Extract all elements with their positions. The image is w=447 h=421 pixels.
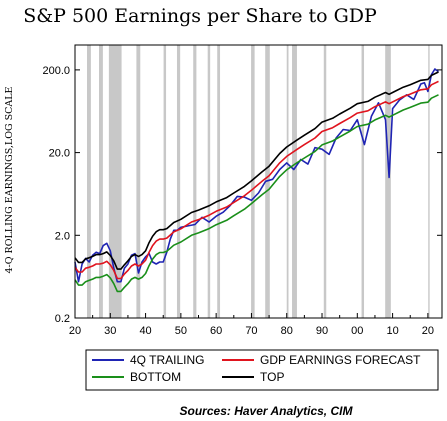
recession-band — [217, 45, 221, 318]
series-line-top — [74, 71, 439, 270]
recession-band — [176, 45, 181, 318]
x-tick-label: 10 — [386, 325, 398, 337]
x-tick-label: 50 — [175, 325, 187, 337]
x-tick-label: 90 — [316, 325, 328, 337]
recession-band — [108, 45, 122, 318]
legend-label-gdp-earnings-forecast: GDP EARNINGS FORECAST — [260, 353, 421, 367]
x-tick-label: 60 — [210, 325, 222, 337]
x-tick-label: 00 — [351, 325, 363, 337]
recession-band — [86, 45, 91, 318]
y-axis: 0.2 2.0 20.0 200.0 — [42, 65, 442, 325]
x-tick-label: 70 — [245, 325, 257, 337]
x-axis: 20 30 40 50 60 70 80 90 00 10 20 — [69, 313, 434, 337]
y-axis-label: 4-Q ROLLING EARNINGS,LOG SCALE — [4, 86, 15, 273]
x-tick-label: 80 — [281, 325, 293, 337]
source-note: Sources: Haver Analytics, CIM — [180, 404, 354, 418]
legend-label-4q-trailing: 4Q TRAILING — [130, 353, 204, 367]
series-lines — [74, 68, 439, 293]
x-tick-label: 30 — [104, 325, 116, 337]
y-tick-label: 20.0 — [49, 148, 70, 160]
legend-label-bottom: BOTTOM — [130, 370, 181, 384]
y-tick-label: 0.2 — [55, 313, 70, 325]
recession-band — [385, 45, 391, 318]
y-tick-label: 2.0 — [55, 230, 70, 242]
recession-bands — [86, 45, 430, 318]
series-line-gdp-earnings-forecast — [74, 80, 439, 280]
recession-band — [361, 45, 365, 318]
plot-area: 0.2 2.0 20.0 200.0 20 30 40 50 60 70 80 90 00 10 20 — [42, 44, 443, 337]
plot-frame — [74, 44, 443, 319]
x-tick-label: 20 — [422, 325, 434, 337]
chart-title: S&P 500 Earnings per Share to GDP — [23, 5, 377, 27]
recession-band — [323, 45, 327, 318]
series-line-bottom — [74, 94, 439, 293]
legend-label-top: TOP — [260, 370, 284, 384]
x-tick-label: 20 — [69, 325, 81, 337]
recession-band — [207, 45, 211, 318]
recession-band — [98, 45, 103, 318]
recession-band — [428, 45, 430, 318]
y-tick-label: 200.0 — [42, 65, 70, 77]
recession-band — [286, 45, 289, 318]
recession-band — [136, 45, 141, 318]
x-tick-label: 40 — [139, 325, 151, 337]
recession-band — [163, 45, 167, 318]
recession-band — [193, 45, 197, 318]
legend: 4Q TRAILING GDP EARNINGS FORECAST BOTTOM TO… — [85, 349, 439, 391]
recession-band — [251, 45, 255, 318]
legend-box — [85, 349, 439, 391]
recession-band — [292, 45, 297, 318]
